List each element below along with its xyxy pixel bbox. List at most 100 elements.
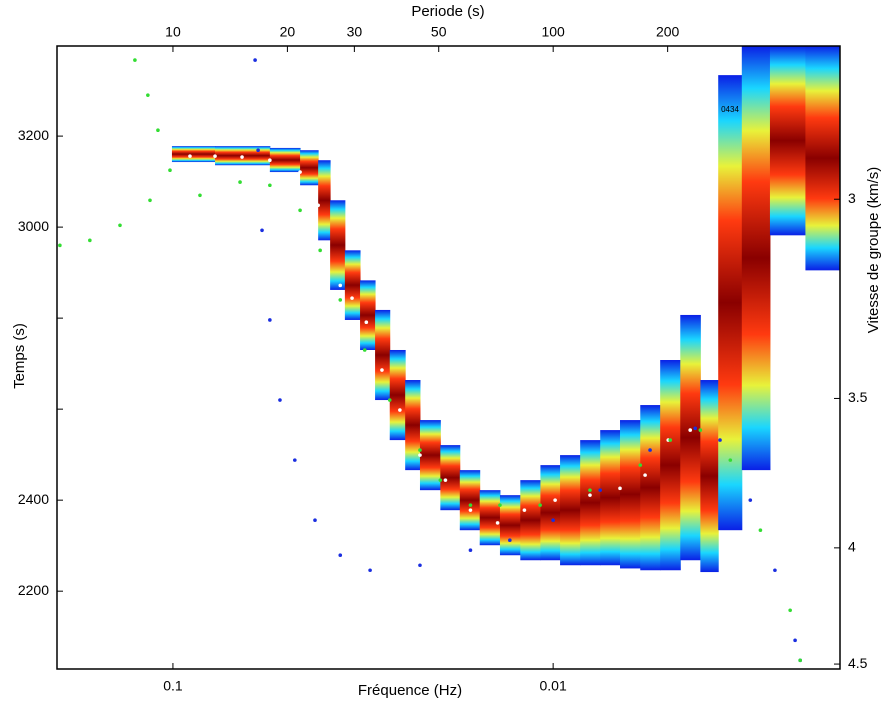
curve-point — [495, 521, 500, 525]
energy-column — [405, 380, 421, 471]
top-axis-title: Periode (s) — [411, 3, 484, 20]
curve-point — [398, 408, 402, 412]
curve-point — [498, 503, 502, 507]
x2-tick-label: 20 — [280, 24, 296, 40]
curve-point — [156, 128, 160, 132]
curve-point — [338, 298, 343, 302]
x2-tick-label: 200 — [656, 24, 680, 40]
curve-point — [313, 518, 317, 522]
y-tick-label: 2400 — [18, 491, 49, 507]
curve-point — [268, 183, 272, 188]
y2-tick-label: 4 — [848, 539, 856, 555]
curve-point — [133, 58, 137, 62]
energy-column — [300, 150, 319, 186]
energy-column — [680, 314, 701, 561]
curve-point — [368, 568, 372, 573]
energy-column — [459, 470, 481, 531]
annotation: 0434 — [721, 105, 739, 114]
curve-point — [387, 398, 392, 402]
curve-point — [256, 148, 260, 153]
energy-column — [718, 75, 743, 531]
curve-point — [268, 158, 272, 163]
energy-column — [769, 46, 806, 236]
curve-point — [538, 503, 542, 507]
curve-point — [260, 228, 264, 233]
curve-point — [418, 453, 422, 457]
energy-column — [360, 280, 376, 350]
curve-point — [588, 488, 592, 492]
curve-point — [293, 458, 297, 462]
curve-point — [338, 283, 343, 288]
x2-tick-label: 50 — [431, 24, 447, 40]
curve-point — [364, 320, 369, 325]
energy-column — [171, 146, 216, 163]
energy-column — [520, 480, 541, 561]
curve-point — [508, 538, 512, 543]
curve-point — [58, 243, 62, 248]
energy-column — [389, 349, 406, 441]
curve-point — [718, 438, 722, 442]
y2-tick-label: 4.5 — [848, 655, 868, 671]
curve-point — [350, 296, 354, 300]
curve-point — [298, 208, 302, 213]
energy-column — [600, 430, 621, 566]
curve-point — [438, 478, 443, 482]
curve-point — [793, 638, 797, 643]
plot-frame — [56, 45, 841, 670]
energy-column — [375, 309, 391, 401]
curve-point — [198, 193, 202, 198]
curve-point — [551, 518, 555, 522]
plot-area — [58, 46, 841, 663]
curve-point — [268, 318, 272, 322]
curve-point — [146, 93, 150, 97]
energy-column — [660, 360, 681, 571]
energy-column — [499, 495, 521, 556]
energy-column — [805, 46, 841, 271]
x2-tick-label: 30 — [347, 24, 363, 40]
curve-point — [758, 528, 763, 533]
curve-point — [668, 438, 673, 442]
energy-column — [560, 455, 581, 566]
curve-point — [118, 223, 122, 228]
energy-column — [741, 46, 771, 471]
curve-point — [278, 398, 282, 402]
curve-point — [418, 563, 422, 568]
y-tick-label: 3200 — [18, 127, 49, 143]
x-tick-label: 0.01 — [540, 678, 567, 694]
curve-point — [798, 658, 802, 663]
energy-column — [318, 160, 331, 241]
x2-tick-label: 100 — [541, 24, 565, 40]
curve-point — [213, 154, 217, 158]
curve-point — [522, 508, 527, 512]
curve-point — [324, 258, 329, 263]
curve-point — [316, 203, 320, 208]
energy-column — [344, 250, 361, 320]
curve-point — [618, 486, 622, 491]
energy-column — [700, 380, 719, 573]
curve-point — [693, 426, 698, 431]
curve-point — [598, 488, 603, 492]
curve-point — [338, 553, 343, 558]
curve-point — [788, 608, 792, 613]
curve-point — [238, 180, 242, 184]
energy-column — [269, 147, 301, 173]
curve-point — [468, 508, 473, 512]
y-axis-label: Temps (s) — [11, 323, 28, 389]
curve-point — [168, 168, 172, 173]
curve-point — [643, 473, 647, 477]
x-tick-label: 0.1 — [163, 678, 183, 694]
curve-point — [468, 503, 473, 507]
y2-tick-label: 3 — [848, 190, 856, 206]
energy-column — [479, 490, 501, 546]
y2-tick-label: 3.5 — [848, 389, 868, 405]
curve-point — [728, 458, 733, 462]
curve-point — [298, 170, 302, 174]
curve-point — [240, 155, 244, 159]
energy-column — [540, 465, 561, 561]
curve-point — [688, 428, 693, 432]
x-axis-label: Fréquence (Hz) — [358, 682, 462, 699]
x2-tick-label: 10 — [165, 24, 181, 40]
energy-column — [419, 420, 441, 491]
curve-point — [648, 448, 652, 452]
